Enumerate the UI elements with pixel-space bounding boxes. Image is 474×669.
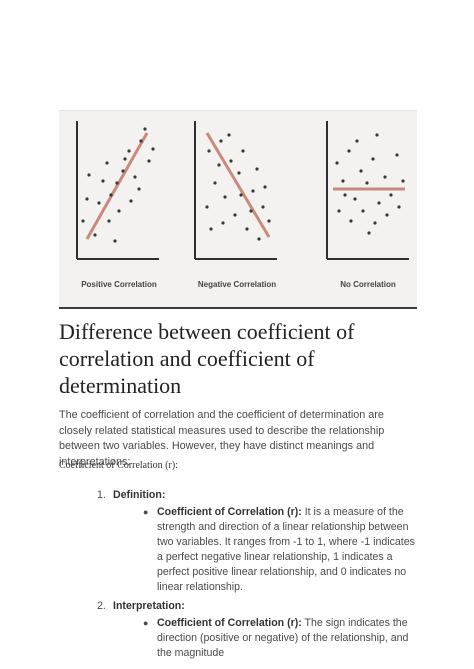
bullet-item: ● Coefficient of Correlation (r): The si… [143, 616, 417, 661]
trend-line [205, 132, 271, 238]
bullet-text: It is a measure of the strength and dire… [157, 506, 415, 593]
bullet-icon: ● [143, 618, 149, 628]
data-points [335, 133, 405, 235]
item-number: 1. [97, 489, 106, 501]
panel-caption: Positive Correlation [81, 280, 157, 289]
section-subheading: Coefficient of Correlation (r): [59, 460, 178, 471]
panel-positive: Positive Correlation [76, 121, 159, 289]
panel-caption: No Correlation [340, 280, 396, 289]
item-label: Interpretation: [113, 600, 185, 612]
panel-negative: Negative Correlation [194, 121, 277, 289]
correlation-figure: Positive Correlation Negative Correlatio… [59, 110, 417, 309]
bullet-text: The sign indicates the direction (positi… [157, 617, 409, 659]
data-points [205, 133, 271, 241]
page-heading: Difference between coefficient of correl… [59, 319, 355, 398]
intro-paragraph: The coefficient of correlation and the c… [59, 409, 385, 468]
bullet-term: Coefficient of Correlation (r): [157, 617, 302, 629]
data-points [81, 127, 155, 243]
panel-caption: Negative Correlation [198, 280, 276, 289]
scatter-plots: Positive Correlation Negative Correlatio… [76, 121, 409, 289]
bullet-item: ● Coefficient of Correlation (r): It is … [143, 505, 417, 595]
item-number: 2. [97, 600, 106, 612]
panel-none: No Correlation [326, 121, 409, 289]
item-label: Definition: [113, 489, 166, 501]
list-item: 2. Interpretation: ● Coefficient of Corre… [97, 599, 417, 661]
list-item: 1. Definition: ● Coefficient of Correlati… [97, 488, 417, 595]
trend-line [85, 132, 149, 240]
bullet-icon: ● [143, 507, 149, 517]
numbered-list: 1. Definition: ● Coefficient of Correlati… [97, 488, 417, 665]
bullet-term: Coefficient of Correlation (r): [157, 506, 302, 518]
